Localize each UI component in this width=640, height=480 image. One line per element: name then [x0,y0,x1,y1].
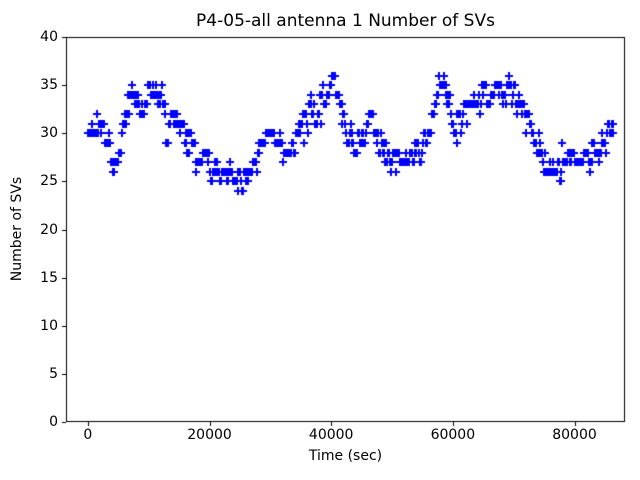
y-tick-label: 35 [40,77,58,94]
y-tick-label: 0 [49,414,58,430]
x-tick-label: 40000 [308,427,354,443]
y-tick-label: 10 [40,317,58,334]
y-tick-label: 30 [40,125,58,142]
x-tick-label: 80000 [552,427,597,443]
y-tick-label: 20 [40,221,58,238]
y-tick-label: 25 [40,173,58,190]
y-tick-label: 15 [40,269,58,286]
x-tick-label: 60000 [430,427,476,443]
x-tick-label: 0 [83,427,93,443]
y-tick-label: 40 [40,29,58,45]
x-tick-label: 20000 [187,427,232,443]
x-axis-label: Time (sec) [308,448,383,464]
y-tick-label: 5 [49,365,58,382]
chart-title: P4-05-all antenna 1 Number of SVs [196,11,495,31]
